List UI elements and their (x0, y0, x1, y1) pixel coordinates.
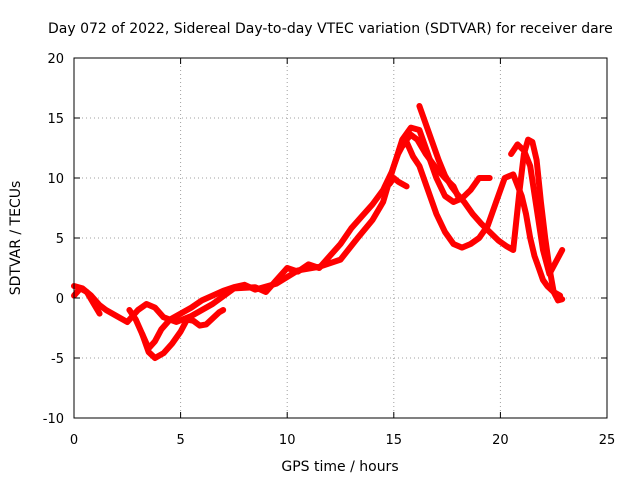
y-tick-label: 20 (47, 52, 64, 67)
series-line-track-6 (416, 103, 566, 304)
x-tick-label: 0 (70, 433, 78, 448)
y-tick-label: 0 (56, 292, 64, 307)
data-series (71, 103, 566, 361)
grid-lines (74, 58, 607, 418)
y-tick-label: 5 (56, 232, 64, 247)
x-tick-label: 15 (386, 433, 403, 448)
series-line-track-7 (386, 175, 410, 190)
series-line-track-5 (397, 139, 564, 299)
y-tick-label: -10 (43, 412, 64, 427)
y-axis-label: SDTVAR / TECUs (8, 181, 24, 296)
y-tick-label: 15 (47, 112, 64, 127)
series-line-track-3 (126, 124, 493, 352)
x-tick-label: 25 (599, 433, 616, 448)
series-line-track-4 (139, 307, 227, 361)
x-tick-label: 5 (176, 433, 184, 448)
chart-title: Day 072 of 2022, Sidereal Day-to-day VTE… (48, 21, 613, 37)
axis-ticks: 0 5 10 15 20 25 -10 -5 0 5 10 15 20 (43, 52, 616, 448)
x-tick-label: 20 (492, 433, 509, 448)
x-axis-label: GPS time / hours (281, 459, 398, 475)
y-tick-label: 10 (47, 172, 64, 187)
series-line-track-2 (71, 131, 461, 325)
x-tick-label: 10 (279, 433, 296, 448)
series-line-track-8 (508, 141, 566, 277)
y-tick-label: -5 (51, 352, 64, 367)
plot-frame (73, 57, 608, 419)
